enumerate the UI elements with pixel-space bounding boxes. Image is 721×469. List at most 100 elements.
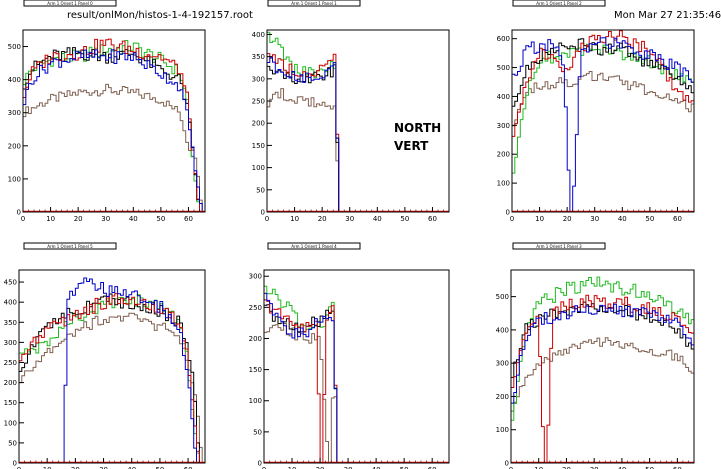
- series-brown: [511, 71, 695, 212]
- y-tick-label: 0: [258, 460, 262, 468]
- series-black: [18, 293, 203, 464]
- x-tick-label: 50: [645, 215, 654, 223]
- y-tick-label: 200: [4, 379, 17, 387]
- timestamp-label: Mon Mar 27 21:35:46 2006: [614, 10, 721, 21]
- histogram-panel-4: Arm 1 Orient 1 Panel 4 0 10 20 30 40 50 60 0 50 10…: [249, 242, 450, 469]
- series-blue: [511, 37, 695, 213]
- y-tick-label: 100: [8, 175, 21, 183]
- x-tick-label: 30: [590, 215, 599, 223]
- panel-title-box: [23, 242, 117, 250]
- series-black: [266, 64, 342, 213]
- y-tick-label: 300: [252, 75, 265, 83]
- x-tick-label: 10: [290, 215, 299, 223]
- file-path-label: result/onlMon/histos-1-4-192157.root: [67, 10, 253, 21]
- y-tick-label: 400: [496, 326, 509, 334]
- x-tick-label: 30: [101, 215, 110, 223]
- x-tick-label: 50: [400, 466, 409, 469]
- plot-frame: [510, 269, 695, 464]
- series-brown: [22, 83, 205, 213]
- x-tick-label: 20: [318, 215, 327, 223]
- panel-title: Arm 1 Orient 1 Panel 5: [47, 244, 93, 249]
- x-tick-label: 0: [17, 466, 21, 469]
- y-tick-label: 400: [8, 76, 21, 84]
- panel-title-box: [23, 0, 117, 7]
- x-tick-label: 0: [21, 215, 25, 223]
- plot-frame: [266, 29, 450, 213]
- panel-title: Arm 1 Orient 1 Panel 2: [536, 1, 582, 6]
- y-tick-label: 350: [4, 319, 17, 327]
- x-tick-label: 20: [562, 466, 571, 469]
- series-red: [18, 293, 203, 464]
- series-brown: [263, 323, 340, 464]
- y-tick-label: 200: [496, 393, 509, 401]
- series-blue: [263, 292, 340, 464]
- x-tick-label: 60: [673, 466, 682, 469]
- panel-title: Arm 1 Orient 1 Panel 1: [291, 1, 337, 6]
- y-tick-label: 100: [249, 397, 262, 405]
- y-tick-label: 150: [249, 366, 262, 374]
- series-blue: [19, 277, 200, 464]
- x-tick-label: 60: [184, 466, 193, 469]
- y-tick-label: 250: [249, 304, 262, 312]
- series-blue: [22, 49, 205, 213]
- x-tick-label: 40: [127, 466, 136, 469]
- y-tick-label: 50: [253, 428, 262, 436]
- histogram-panel-1: Arm 1 Orient 1 Panel 1 0 10 20 30 40 50 60 0 50 10…: [252, 0, 450, 223]
- y-tick-label: 100: [252, 164, 265, 172]
- y-tick-label: 250: [252, 98, 265, 106]
- x-tick-label: 50: [400, 215, 409, 223]
- x-tick-label: 20: [316, 466, 325, 469]
- histogram-panel-0: Arm 1 Orient 1 Panel 0 0 10 20 30 40 50 60 0 100 2…: [8, 0, 206, 223]
- y-tick-label: 300: [4, 339, 17, 347]
- y-tick-label: 400: [4, 299, 17, 307]
- plot-frame: [22, 29, 206, 213]
- x-tick-label: 40: [373, 215, 382, 223]
- histogram-panel-5: Arm 1 Orient 1 Panel 3 0 10 20 30 40 50 60 0 100 2…: [496, 242, 695, 469]
- x-tick-label: 10: [43, 466, 52, 469]
- x-tick-label: 10: [288, 466, 297, 469]
- x-tick-label: 30: [99, 466, 108, 469]
- y-tick-label: 0: [261, 209, 265, 217]
- north-label: NORTH: [394, 121, 442, 135]
- plot-frame: [263, 269, 450, 464]
- x-tick-label: 0: [262, 466, 266, 469]
- y-tick-label: 350: [252, 53, 265, 61]
- y-tick-label: 450: [4, 279, 17, 287]
- y-tick-label: 200: [8, 142, 21, 150]
- y-tick-label: 500: [496, 293, 509, 301]
- x-tick-label: 60: [184, 215, 193, 223]
- histogram-panel-3: Arm 1 Orient 1 Panel 5 0 10 20 30 40 50 60 0 50 10…: [4, 242, 206, 469]
- x-tick-label: 50: [645, 466, 654, 469]
- plot-frame: [18, 269, 206, 464]
- y-tick-label: 50: [8, 439, 17, 447]
- series-red: [22, 38, 203, 213]
- x-tick-label: 20: [563, 215, 572, 223]
- x-tick-label: 60: [428, 215, 437, 223]
- panel-title-box: [267, 242, 361, 250]
- series-blue: [510, 303, 695, 463]
- x-tick-label: 30: [590, 466, 599, 469]
- x-tick-label: 10: [46, 215, 55, 223]
- y-tick-label: 200: [249, 335, 262, 343]
- x-tick-label: 10: [534, 466, 543, 469]
- series-brown: [18, 312, 205, 464]
- series-green: [22, 40, 203, 213]
- panel-title-box: [512, 242, 606, 250]
- x-tick-label: 0: [510, 215, 514, 223]
- histogram-panel-2: Arm 1 Orient 1 Panel 20 10 20 30 40 50 6001002…: [497, 0, 695, 223]
- y-tick-label: 100: [4, 419, 17, 427]
- y-tick-label: 200: [252, 120, 265, 128]
- y-tick-label: 400: [252, 31, 265, 39]
- x-tick-label: 20: [74, 215, 83, 223]
- y-tick-label: 300: [249, 273, 262, 281]
- y-tick-label: 500: [497, 64, 510, 72]
- y-tick-label: 600: [497, 35, 510, 43]
- series-green: [510, 276, 695, 463]
- y-tick-label: 250: [4, 359, 17, 367]
- panel-title-box: [267, 0, 361, 7]
- y-tick-label: 0: [506, 209, 510, 217]
- y-tick-label: 300: [8, 109, 21, 117]
- y-tick-label: 50: [256, 186, 265, 194]
- x-tick-label: 60: [673, 215, 682, 223]
